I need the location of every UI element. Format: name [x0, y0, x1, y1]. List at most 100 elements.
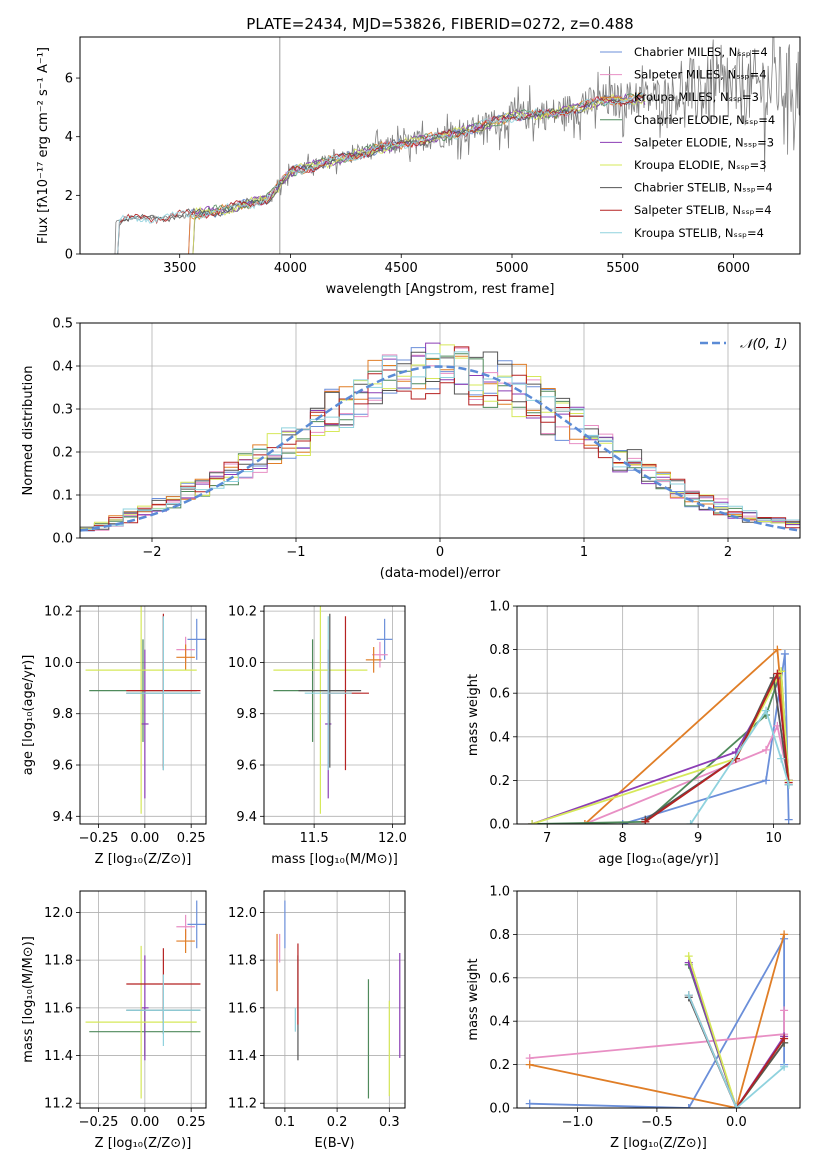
- x-tick-label: 1: [580, 545, 588, 560]
- y-tick-label: 0.2: [52, 446, 73, 461]
- axes-frame: [79, 36, 801, 255]
- x-axis-label: Z [log₁₀(Z/Z⊙)]: [95, 1136, 192, 1151]
- errorbar-point: [85, 945, 197, 1099]
- weight-marker: [777, 754, 786, 763]
- y-tick-label: 0.6: [489, 687, 510, 702]
- errorbar-point: [176, 644, 195, 671]
- axes-frame: [516, 890, 801, 1109]
- panel-weight-vs-Z: −1.0 −0.5 0.0 0.0 0.2 0.4 0.6 0.8 1.0 Z [log₁₀(Z/…: [466, 885, 801, 1151]
- weight-marker: [684, 1104, 693, 1108]
- weight-line: [687, 994, 785, 1108]
- y-tick-label: 0.6: [489, 971, 510, 986]
- y-axis-label: Normed distribution: [21, 366, 36, 496]
- y-tick-label: 10.2: [44, 605, 73, 620]
- panel-spectrum: 3500 4000 4500 5000 5500 6000 0 2 4 6 wavelength […: [36, 36, 801, 297]
- y-tick-label: 11.4: [44, 1049, 73, 1064]
- weight-marker: [684, 991, 693, 1000]
- x-tick-label: 0.00: [130, 831, 159, 846]
- weight-marker: [780, 930, 789, 939]
- y-axis-label: Flux [fλ10⁻¹⁷ erg cm⁻² s⁻¹ A⁻¹]: [36, 47, 51, 244]
- plot-area: [85, 900, 206, 1099]
- weight-marker: [762, 706, 771, 715]
- errorbar-point: [372, 641, 388, 668]
- x-axis-label: mass [log₁₀(M/M⊙)]: [271, 852, 398, 867]
- weight-marker: [780, 649, 789, 658]
- x-tick-label: 12.0: [378, 831, 407, 846]
- y-tick-label: 10.0: [228, 656, 257, 671]
- y-tick-label: 0.4: [52, 360, 73, 375]
- weight-marker: [580, 820, 589, 824]
- y-tick-label: 9.8: [52, 707, 73, 722]
- gaussian-curve: [80, 365, 800, 532]
- x-tick-label: −0.25: [79, 831, 119, 846]
- y-tick-label: 1.0: [489, 600, 510, 615]
- model-line: [188, 94, 645, 254]
- weight-marker: [762, 776, 771, 785]
- y-tick-label: 11.6: [44, 1001, 73, 1016]
- axes-frame: [79, 605, 207, 825]
- model-line: [188, 95, 645, 254]
- axes-frame: [79, 322, 801, 539]
- weight-line: [622, 653, 790, 824]
- y-tick-label: 0.5: [52, 317, 73, 332]
- plot-area: [276, 900, 401, 1099]
- y-tick-label: 9.4: [52, 810, 73, 825]
- errorbar-point: [126, 974, 201, 1046]
- x-tick-label: 5000: [495, 261, 528, 276]
- y-tick-label: 6: [65, 72, 73, 87]
- plot-area: [525, 930, 789, 1108]
- y-tick-label: 0.0: [489, 1102, 510, 1117]
- x-tick-label: 0.0: [726, 1115, 747, 1130]
- errorbar-point: [304, 616, 352, 771]
- plot-area: [113, 37, 800, 254]
- y-tick-label: 4: [65, 130, 73, 145]
- weight-line: [689, 708, 790, 824]
- x-axis-label: Z [log₁₀(Z/Z⊙)]: [610, 1136, 707, 1151]
- y-tick-label: 9.8: [236, 707, 257, 722]
- errorbar-point: [298, 613, 362, 768]
- x-axis-label: age [log₁₀(age/yr)]: [598, 852, 719, 867]
- weight-line: [531, 675, 790, 824]
- y-tick-label: 0.3: [52, 403, 73, 418]
- y-tick-label: 0.8: [489, 643, 510, 658]
- x-tick-label: −2: [142, 545, 161, 560]
- legend: Chabrier MILES, Nₛₛₚ=4 Salpeter MILES, Nₛ…: [600, 45, 775, 240]
- weight-marker: [525, 1060, 534, 1069]
- weight-marker: [762, 745, 771, 754]
- plot-area: [273, 606, 393, 814]
- axes-frame: [263, 605, 406, 825]
- weight-line: [529, 934, 785, 1108]
- axes-frame: [79, 890, 207, 1109]
- model-line: [117, 94, 645, 254]
- panel-weight-vs-age: 7 8 9 10 0.0 0.2 0.4 0.6 0.8 1.0 age [log₁₀(age/yr…: [466, 600, 801, 867]
- weight-line: [644, 670, 790, 823]
- legend-label: Chabrier ELODIE, Nₛₛₚ=4: [634, 113, 775, 127]
- x-tick-label: −0.5: [641, 1115, 673, 1130]
- errorbar-point: [187, 900, 206, 949]
- weight-marker: [780, 1062, 789, 1071]
- x-tick-label: 0.3: [379, 1115, 400, 1130]
- histogram-step: [80, 351, 800, 538]
- axes-frame: [263, 890, 406, 1109]
- y-tick-label: 9.4: [236, 810, 257, 825]
- x-axis-label: Z [log₁₀(Z/Z⊙)]: [95, 852, 192, 867]
- y-tick-label: 11.6: [228, 1001, 257, 1016]
- x-axis-label: wavelength [Angstrom, rest frame]: [326, 282, 555, 297]
- legend-label: Salpeter STELIB, Nₛₛₚ=4: [634, 203, 772, 217]
- y-axis-label: age [log₁₀(age/yr)]: [21, 655, 36, 776]
- weight-line: [532, 671, 790, 824]
- y-tick-label: 10.0: [44, 656, 73, 671]
- y-tick-label: 11.8: [44, 954, 73, 969]
- x-tick-label: 2: [724, 545, 732, 560]
- weight-marker: [528, 820, 537, 824]
- weight-marker: [784, 815, 793, 824]
- model-line: [117, 92, 645, 254]
- legend-label: Salpeter MILES, Nₛₛₚ=4: [634, 68, 767, 82]
- y-axis-label: mass weight: [466, 958, 481, 1040]
- legend-label: Kroupa ELODIE, Nₛₛₚ=3: [634, 158, 767, 172]
- y-tick-label: 12.0: [228, 906, 257, 921]
- weight-marker: [732, 1104, 741, 1108]
- x-tick-label: −1: [286, 545, 305, 560]
- x-tick-label: 0.1: [275, 1115, 296, 1130]
- x-axis-label: (data-model)/error: [380, 566, 501, 581]
